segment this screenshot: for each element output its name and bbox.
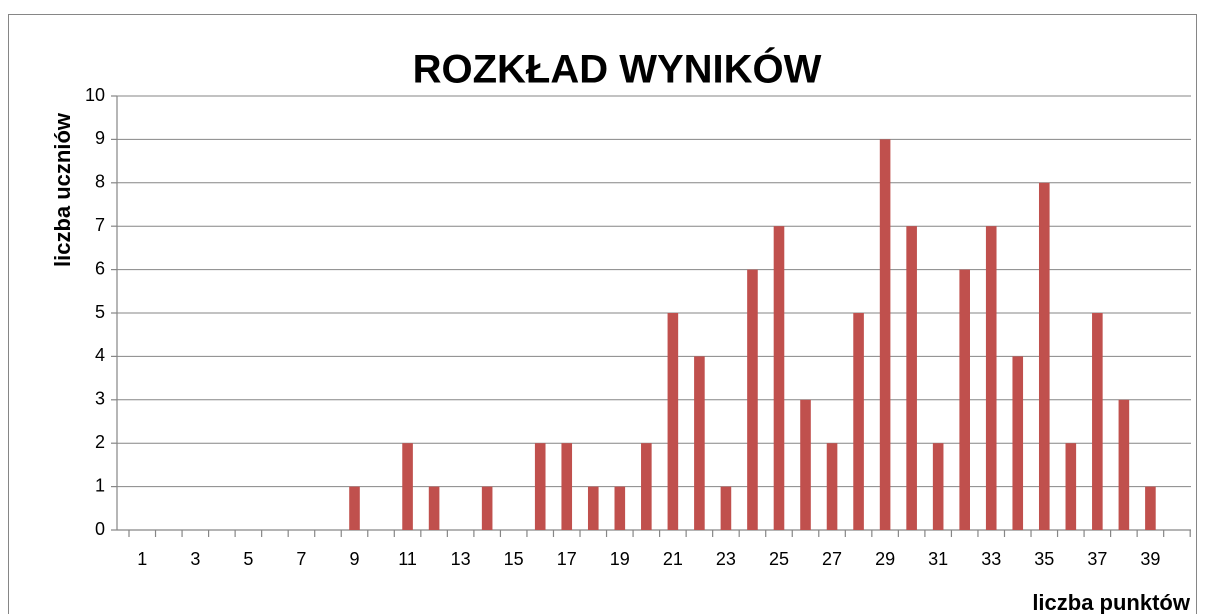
bar (879, 139, 891, 530)
bar (826, 443, 838, 530)
bar (800, 399, 811, 530)
bar (1092, 313, 1103, 530)
bar (561, 443, 573, 530)
x-tick-label: 1 (137, 549, 147, 569)
x-tick-label: 29 (875, 549, 895, 569)
x-tick-label: 5 (243, 549, 253, 569)
bar (959, 269, 970, 530)
bar (1038, 182, 1050, 531)
bar (694, 356, 705, 530)
y-tick-label: 1 (95, 475, 105, 495)
x-tick-label: 7 (296, 549, 306, 569)
y-tick-label: 3 (95, 389, 105, 409)
y-tick-label: 8 (95, 172, 105, 192)
bar (1012, 356, 1024, 530)
y-tick-label: 10 (85, 85, 105, 105)
y-tick-label: 7 (95, 215, 105, 235)
y-tick-label: 9 (95, 128, 105, 148)
bar (481, 486, 493, 530)
bar (534, 443, 546, 530)
bar (1145, 486, 1156, 530)
x-axis-label: liczba punktów (1032, 590, 1191, 614)
x-tick-label: 13 (451, 549, 471, 569)
x-tick-label: 21 (663, 549, 683, 569)
bar (1065, 443, 1077, 530)
x-tick-label: 11 (398, 549, 417, 569)
bar (641, 443, 652, 530)
x-tick-label: 19 (610, 549, 630, 569)
bar (720, 486, 732, 530)
x-tick-label: 15 (504, 549, 524, 569)
bar (747, 269, 758, 530)
x-tick-label: 35 (1034, 549, 1054, 569)
x-tick-label: 25 (769, 549, 789, 569)
bar (402, 443, 413, 530)
bar (428, 486, 440, 530)
bar (667, 313, 679, 530)
bar (985, 226, 997, 530)
bar (773, 226, 785, 530)
x-tick-label: 33 (981, 549, 1001, 569)
bar (932, 443, 944, 530)
bar (587, 486, 599, 530)
x-tick-label: 3 (190, 549, 200, 569)
y-axis-label: liczba uczniów (50, 112, 75, 267)
x-tick-label: 23 (716, 549, 736, 569)
y-tick-label: 6 (95, 258, 105, 278)
bar (1118, 399, 1130, 530)
bar (349, 486, 360, 530)
x-tick-label: 27 (822, 549, 842, 569)
y-tick-label: 0 (95, 519, 105, 539)
y-tick-label: 4 (95, 345, 105, 365)
x-tick-label: 31 (928, 549, 948, 569)
chart-border (8, 14, 1197, 614)
y-tick-label: 2 (95, 432, 105, 452)
bar (853, 313, 864, 530)
y-tick-label: 5 (95, 302, 105, 322)
x-tick-label: 39 (1140, 549, 1160, 569)
bar (614, 486, 626, 530)
x-tick-label: 37 (1087, 549, 1107, 569)
x-tick-label: 17 (557, 549, 577, 569)
bar (906, 226, 917, 530)
x-tick-label: 9 (349, 549, 359, 569)
chart-title: ROZKŁAD WYNIKÓW (413, 46, 822, 92)
